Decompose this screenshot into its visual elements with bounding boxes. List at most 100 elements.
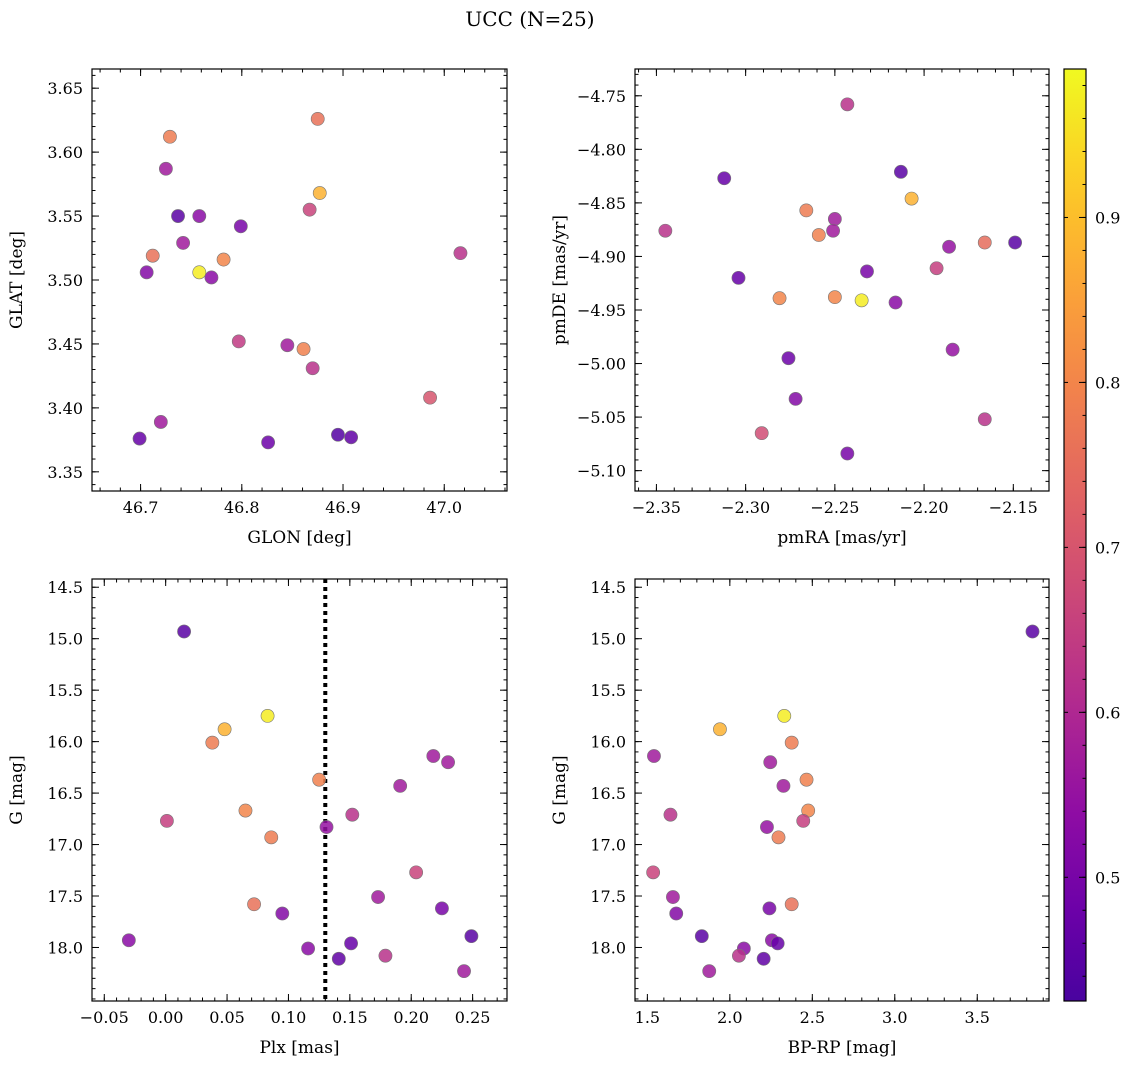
data-point: [261, 435, 276, 450]
x-tick-label: 0.05: [209, 1008, 245, 1027]
x-tick-label: −2.35: [632, 498, 681, 517]
data-point: [345, 807, 360, 822]
ticks: −2.35 −2.30 −2.25 −2.20 −2.15 −5.10 −5.05 −5.00…: [577, 69, 1050, 517]
y-tick-label: 15.5: [590, 681, 626, 700]
data-point: [646, 865, 661, 880]
x-tick-label: 0.10: [271, 1008, 307, 1027]
data-point: [717, 171, 732, 186]
data-point: [694, 929, 709, 944]
x-axis-label: Plx [mas]: [259, 1038, 339, 1058]
x-tick-label: 46.7: [123, 498, 159, 517]
y-tick-label: 3.60: [47, 143, 83, 162]
data-point: [176, 236, 190, 250]
panel-plx-g: −0.05 0.00 0.05 0.10 0.15 0.20 0.25 14.5 15.0 15.…: [7, 578, 508, 1058]
axes-frame: [91, 578, 508, 1002]
y-tick-label: 17.5: [590, 887, 626, 906]
data-point: [702, 964, 717, 979]
x-tick-label: 0.00: [148, 1008, 184, 1027]
data-point: [217, 722, 232, 737]
data-point: [159, 813, 174, 828]
data-point: [296, 342, 311, 356]
data-point: [904, 191, 919, 206]
y-tick-label: 16.0: [47, 733, 83, 752]
colorbar-tick-label: 0.8: [1095, 373, 1120, 392]
data-point: [663, 807, 678, 822]
ticks: 1.5 2.0 2.5 3.0 3.5 14.5 15.0 15.5 16.0 16.5 17.0 1…: [590, 578, 1049, 1027]
x-axis-label: GLON [deg]: [247, 528, 351, 548]
y-tick-label: 17.0: [47, 836, 83, 855]
y-tick-label: 14.5: [590, 578, 626, 597]
data-point: [827, 290, 842, 305]
y-tick-label: 18.0: [590, 938, 626, 957]
data-point: [441, 755, 455, 770]
y-tick-label: 18.0: [47, 938, 83, 957]
data-point: [942, 239, 956, 254]
data-point: [260, 708, 275, 723]
x-tick-label: 3.0: [882, 1008, 907, 1027]
x-axis-label: BP-RP [mag]: [788, 1038, 897, 1058]
data-point: [796, 813, 811, 828]
y-axis-label: G [mag]: [7, 755, 27, 824]
data-point: [977, 235, 992, 250]
y-tick-label: 3.55: [47, 207, 83, 226]
y-tick-label: 3.40: [47, 399, 83, 418]
data-point: [669, 906, 684, 921]
figure-title: UCC (N=25): [465, 7, 594, 31]
data-point: [799, 203, 814, 218]
x-tick-label: 2.0: [717, 1008, 742, 1027]
data-point: [121, 933, 136, 948]
panel-pmra-pmde: −2.35 −2.30 −2.25 −2.20 −2.15 −5.10 −5.05 −5.00…: [550, 68, 1050, 548]
data-point: [771, 830, 786, 845]
data-point: [238, 803, 253, 818]
x-tick-label: 0.25: [455, 1008, 491, 1027]
data-point: [205, 735, 220, 750]
colorbar-tick-label: 0.5: [1095, 868, 1120, 887]
data-point: [784, 735, 799, 750]
data-point: [756, 951, 771, 966]
data-point: [731, 270, 746, 285]
data-point: [302, 202, 317, 217]
data-point: [929, 261, 944, 276]
data-point: [171, 209, 185, 223]
x-tick-label: −2.30: [721, 498, 770, 517]
data-point: [772, 291, 787, 306]
y-tick-label: −5.10: [577, 462, 626, 481]
data-point: [840, 97, 855, 112]
data-point: [139, 265, 154, 280]
y-axis-label: GLAT [deg]: [7, 231, 27, 329]
data-point: [777, 708, 792, 723]
data-point: [312, 186, 327, 200]
colorbar-gradient: [1064, 69, 1086, 1001]
x-tick-label: −2.25: [810, 498, 859, 517]
x-tick-label: −2.20: [900, 498, 949, 517]
axes-frame: [634, 578, 1050, 1002]
data-point: [658, 223, 673, 238]
y-tick-label: −4.80: [577, 140, 626, 159]
data-point: [331, 951, 346, 966]
scatter-points: [121, 624, 479, 979]
data-point: [344, 936, 358, 951]
data-point: [435, 901, 449, 916]
data-point: [893, 164, 908, 179]
x-tick-label: 1.5: [635, 1008, 660, 1027]
y-tick-label: 3.50: [47, 271, 83, 290]
data-point: [788, 391, 803, 406]
y-tick-label: 14.5: [47, 578, 83, 597]
panel-bprp-g: 1.5 2.0 2.5 3.0 3.5 14.5 15.0 15.5 16.0 16.5 17.0 1…: [550, 578, 1050, 1058]
x-tick-label: 0.20: [393, 1008, 429, 1027]
scatter-points: [658, 97, 1022, 461]
data-point: [264, 830, 279, 845]
colorbar-tick-label: 0.7: [1095, 538, 1120, 557]
data-point: [811, 228, 826, 242]
data-point: [666, 890, 680, 904]
data-point: [319, 820, 334, 834]
data-point: [312, 772, 327, 787]
data-point: [426, 749, 441, 763]
data-point: [301, 941, 315, 956]
colorbar-tick-label: 0.6: [1095, 703, 1120, 722]
y-tick-label: −4.90: [577, 247, 626, 266]
data-point: [409, 865, 424, 880]
x-axis-label: pmRA [mas/yr]: [777, 528, 906, 548]
data-point: [977, 412, 992, 427]
data-point: [732, 948, 746, 963]
